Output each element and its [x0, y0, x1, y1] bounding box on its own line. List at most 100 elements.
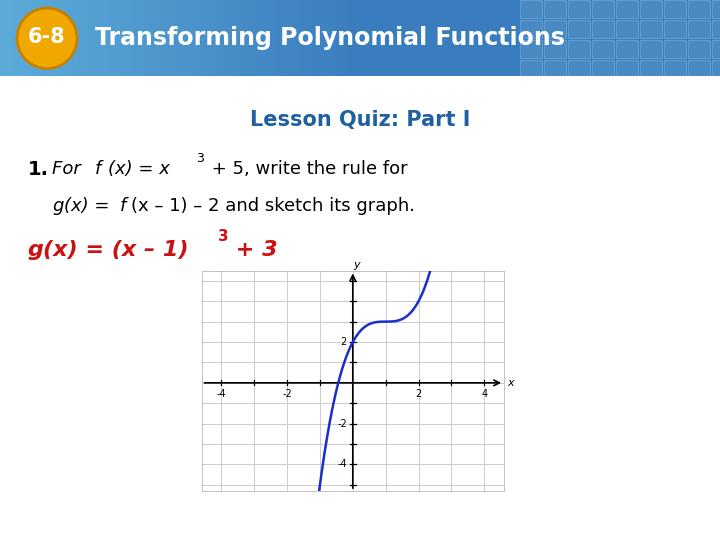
Circle shape [17, 8, 77, 69]
Bar [520, 60, 542, 79]
Text: (x – 1) – 2 and sketch its graph.: (x – 1) – 2 and sketch its graph. [131, 198, 415, 215]
Bar [246, 0, 252, 76]
Bar [96, 0, 102, 76]
Bar [222, 0, 228, 76]
Bar [616, 40, 638, 58]
Bar [664, 40, 686, 58]
Bar [180, 0, 186, 76]
Bar [520, 20, 542, 38]
Bar [544, 40, 566, 58]
Bar [72, 0, 78, 76]
Bar [288, 0, 294, 76]
Text: -2: -2 [282, 389, 292, 399]
Bar [54, 0, 60, 76]
Bar [120, 0, 126, 76]
Text: Lesson Quiz: Part I: Lesson Quiz: Part I [250, 110, 470, 130]
Bar [6, 0, 12, 76]
Text: (x) = (x – 1): (x) = (x – 1) [43, 240, 189, 260]
Bar [210, 0, 216, 76]
Bar [258, 0, 264, 76]
Bar [688, 40, 710, 58]
Bar [640, 60, 662, 79]
Bar [264, 0, 270, 76]
Text: 3: 3 [196, 152, 204, 165]
Bar [712, 20, 720, 38]
Bar [616, 60, 638, 79]
Bar [712, 40, 720, 58]
Text: 3: 3 [218, 230, 229, 244]
Bar [192, 0, 198, 76]
Bar [640, 40, 662, 58]
Bar [592, 20, 614, 38]
Bar [60, 0, 66, 76]
Bar [108, 0, 114, 76]
Text: (x) =: (x) = [64, 198, 115, 215]
Bar [78, 0, 84, 76]
Bar [640, 20, 662, 38]
Bar [568, 20, 590, 38]
Bar [144, 0, 150, 76]
Bar [168, 0, 174, 76]
Bar [712, 0, 720, 18]
Text: 2: 2 [415, 389, 422, 399]
Bar [568, 60, 590, 79]
Bar [712, 60, 720, 79]
Bar [162, 0, 168, 76]
Bar [592, 60, 614, 79]
Bar [228, 0, 234, 76]
Bar [102, 0, 108, 76]
Text: + 3: + 3 [228, 240, 278, 260]
Text: f: f [95, 160, 102, 178]
Bar [18, 0, 24, 76]
Text: 6-8: 6-8 [28, 28, 66, 48]
Bar [354, 0, 360, 76]
Text: 4: 4 [481, 389, 487, 399]
Bar [688, 60, 710, 79]
Bar [252, 0, 258, 76]
Bar [592, 0, 614, 18]
Bar [306, 0, 312, 76]
Text: g: g [28, 240, 44, 260]
Bar [544, 60, 566, 79]
Text: Transforming Polynomial Functions: Transforming Polynomial Functions [95, 26, 565, 50]
Bar [84, 0, 90, 76]
Text: 2: 2 [341, 337, 347, 347]
Bar [568, 40, 590, 58]
Bar [282, 0, 288, 76]
Bar [640, 0, 662, 18]
Bar [216, 0, 222, 76]
Bar [294, 0, 300, 76]
Bar [568, 0, 590, 18]
Bar [664, 0, 686, 18]
Bar [664, 20, 686, 38]
Bar [150, 0, 156, 76]
Bar [156, 0, 162, 76]
Text: 1.: 1. [28, 160, 49, 179]
Text: f: f [120, 198, 127, 215]
Bar [300, 0, 306, 76]
Bar [592, 40, 614, 58]
Text: g: g [52, 198, 63, 215]
Text: Copyright © by Holt, Rinehart and Winston. All Rights Reserved.: Copyright © by Holt, Rinehart and Winsto… [391, 515, 706, 525]
Text: + 5, write the rule for: + 5, write the rule for [206, 160, 408, 178]
Bar [132, 0, 138, 76]
Bar [138, 0, 144, 76]
Bar [348, 0, 354, 76]
Bar [126, 0, 132, 76]
Bar [90, 0, 96, 76]
Bar [30, 0, 36, 76]
Bar [688, 20, 710, 38]
Bar [12, 0, 18, 76]
Bar [544, 20, 566, 38]
Bar [664, 60, 686, 79]
Bar [330, 0, 336, 76]
Bar [114, 0, 120, 76]
Bar [198, 0, 204, 76]
Bar [66, 0, 72, 76]
Bar [42, 0, 48, 76]
Bar [520, 0, 542, 18]
Bar [318, 0, 324, 76]
Bar [312, 0, 318, 76]
Bar [48, 0, 54, 76]
Bar [204, 0, 210, 76]
